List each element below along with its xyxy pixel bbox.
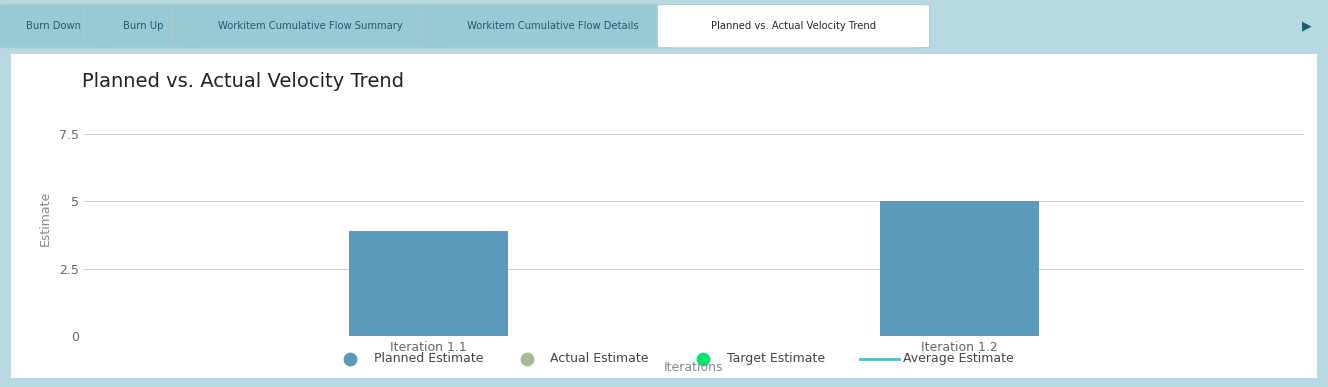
FancyBboxPatch shape bbox=[84, 4, 203, 48]
Bar bbox=[349, 231, 509, 336]
Y-axis label: Estimate: Estimate bbox=[39, 191, 52, 246]
Text: Burn Up: Burn Up bbox=[124, 21, 163, 31]
Text: Workitem Cumulative Flow Details: Workitem Cumulative Flow Details bbox=[466, 21, 639, 31]
FancyBboxPatch shape bbox=[0, 4, 113, 48]
Bar bbox=[879, 202, 1038, 336]
Text: Burn Down: Burn Down bbox=[25, 21, 81, 31]
X-axis label: Iterations: Iterations bbox=[664, 361, 724, 374]
Text: Actual Estimate: Actual Estimate bbox=[550, 352, 649, 365]
Text: Workitem Cumulative Flow Summary: Workitem Cumulative Flow Summary bbox=[218, 21, 404, 31]
Text: Target Estimate: Target Estimate bbox=[726, 352, 825, 365]
Text: Planned vs. Actual Velocity Trend: Planned vs. Actual Velocity Trend bbox=[710, 21, 876, 31]
Text: Average Estimate: Average Estimate bbox=[903, 352, 1013, 365]
Text: ▶: ▶ bbox=[1301, 20, 1312, 33]
FancyBboxPatch shape bbox=[657, 4, 930, 48]
Text: Planned Estimate: Planned Estimate bbox=[374, 352, 483, 365]
FancyBboxPatch shape bbox=[418, 4, 687, 48]
FancyBboxPatch shape bbox=[173, 4, 449, 48]
Text: Planned vs. Actual Velocity Trend: Planned vs. Actual Velocity Trend bbox=[82, 72, 405, 91]
